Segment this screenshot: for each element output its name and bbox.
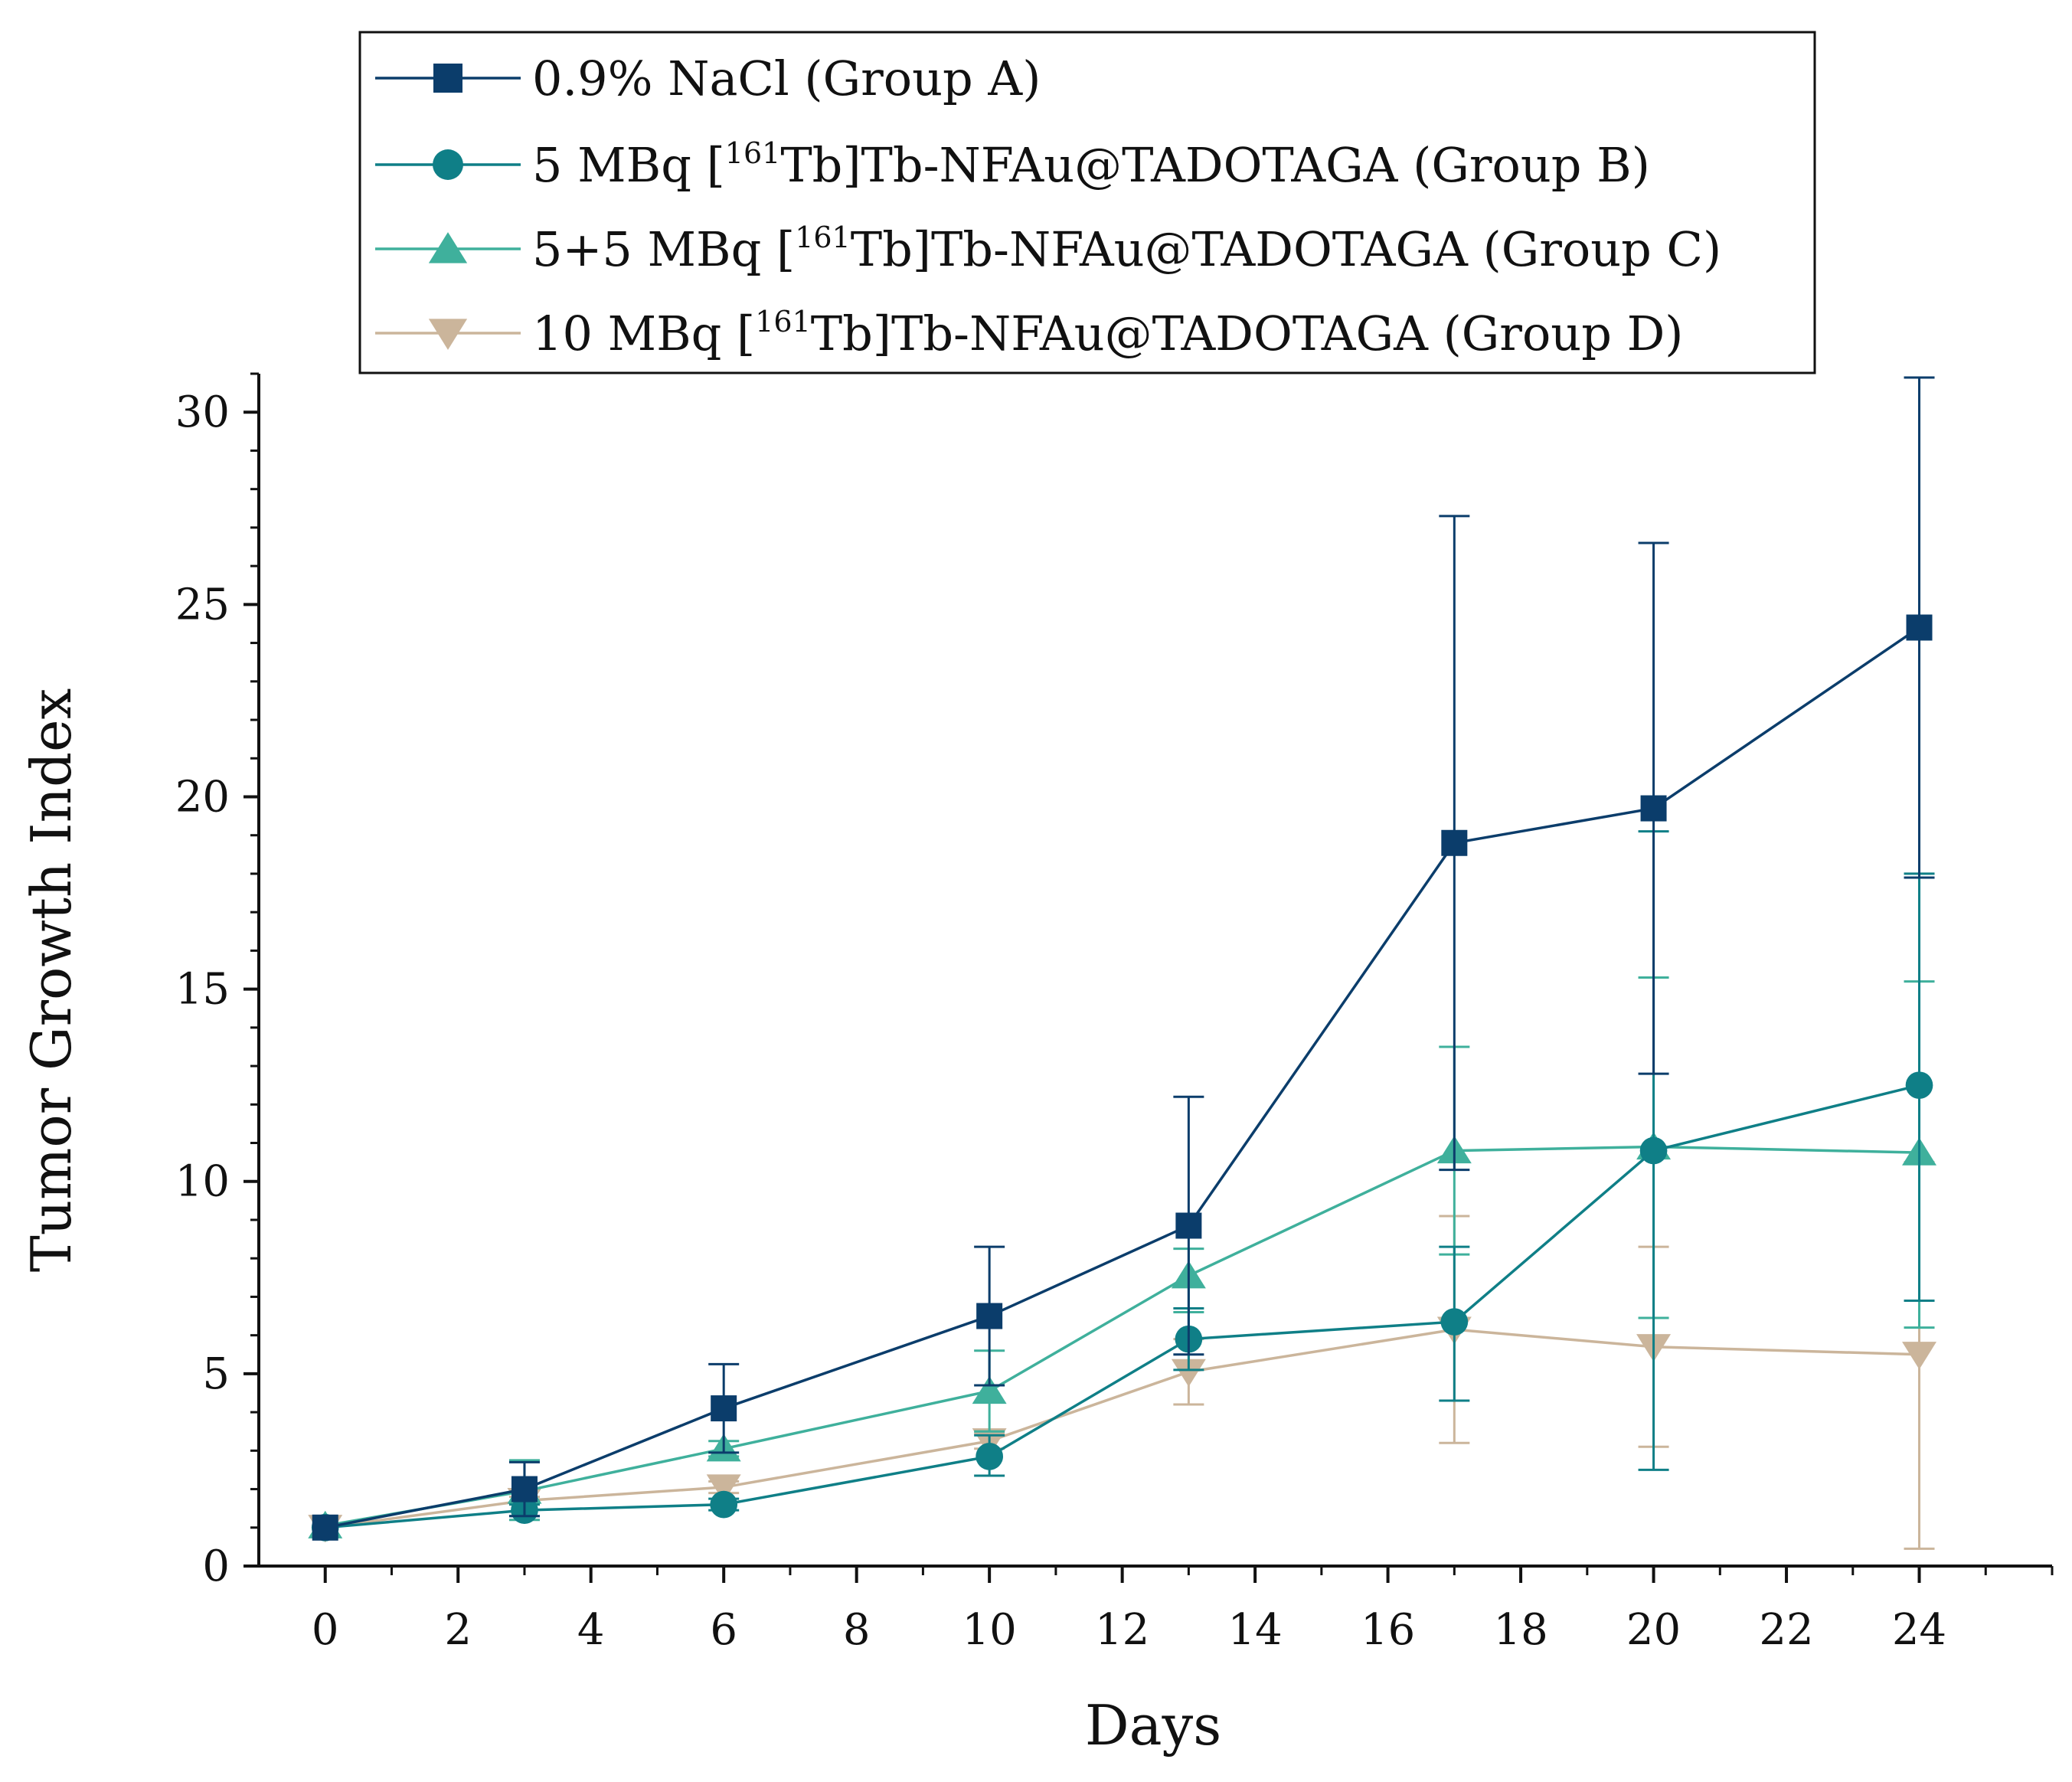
legend: 0.9% NaCl (Group A)5 MBq [161Tb]Tb-NFAu@… <box>375 51 1721 361</box>
legend-marker <box>433 64 462 93</box>
x-tick-label: 20 <box>1626 1605 1681 1655</box>
legend-text-part: Tb]Tb-NFAu@TADOTAGA (Group D) <box>811 306 1684 361</box>
x-ticks: 0 2 4 6 8 10 12 14 16 18 20 22 24 <box>312 1566 2054 1655</box>
x-tick-label: 12 <box>1095 1605 1149 1655</box>
x-tick-label: 2 <box>444 1605 472 1655</box>
legend-label: 10 MBq [161Tb]Tb-NFAu@TADOTAGA (Group D) <box>532 305 1684 361</box>
series-line <box>325 1328 1920 1529</box>
data-point <box>1441 829 1468 856</box>
legend-superscript: 161 <box>795 221 851 254</box>
x-tick-label: 0 <box>312 1605 339 1655</box>
series-line <box>325 626 1920 1529</box>
series-3 <box>308 976 1937 1538</box>
data-point <box>972 1375 1007 1404</box>
series-1 <box>312 376 1935 1541</box>
series-2 <box>311 830 1935 1542</box>
legend-text-part: 5 MBq [ <box>532 137 725 193</box>
legend-text-part: Tb]Tb-NFAu@TADOTAGA (Group C) <box>851 221 1721 277</box>
series-line <box>325 1145 1920 1527</box>
data-point <box>1902 1342 1937 1370</box>
legend-marker <box>428 319 468 350</box>
legend-entry-4: 10 MBq [161Tb]Tb-NFAu@TADOTAGA (Group D) <box>375 305 1684 361</box>
x-axis-title: Days <box>1085 1693 1221 1757</box>
legend-marker <box>428 232 468 263</box>
legend-text-part: Tb]Tb-NFAu@TADOTAGA (Group B) <box>780 137 1650 193</box>
y-axis-title: Tumor Growth Index <box>19 688 83 1273</box>
data-point <box>511 1476 538 1502</box>
data-point <box>976 1303 1003 1329</box>
x-tick-label: 22 <box>1759 1605 1813 1655</box>
data-point <box>1175 1212 1202 1239</box>
data-point <box>1906 614 1933 641</box>
data-point <box>710 1490 738 1519</box>
x-tick-label: 18 <box>1493 1605 1547 1655</box>
legend-label: 5+5 MBq [161Tb]Tb-NFAu@TADOTAGA (Group C… <box>532 221 1721 277</box>
series-4 <box>308 1161 1937 1550</box>
y-tick-label: 15 <box>175 965 230 1015</box>
legend-box <box>358 31 1816 374</box>
data-point <box>1171 1359 1206 1387</box>
data-point <box>706 1474 741 1502</box>
legend-text-part: 0.9% NaCl (Group A) <box>532 51 1041 106</box>
y-tick-label: 30 <box>175 387 230 437</box>
legend-text-part: 10 MBq [ <box>532 306 755 361</box>
x-tick-label: 8 <box>843 1605 871 1655</box>
x-tick-label: 14 <box>1227 1605 1282 1655</box>
data-point <box>976 1443 1003 1470</box>
data-point <box>312 1514 338 1541</box>
legend-entry-3: 5+5 MBq [161Tb]Tb-NFAu@TADOTAGA (Group C… <box>375 221 1721 277</box>
y-tick-label: 5 <box>202 1349 230 1399</box>
series-layer <box>308 376 1937 1550</box>
series-line <box>325 1084 1920 1529</box>
legend-entry-2: 5 MBq [161Tb]Tb-NFAu@TADOTAGA (Group B) <box>375 136 1650 193</box>
y-tick-label: 20 <box>175 772 230 822</box>
y-tick-label: 0 <box>202 1542 230 1591</box>
x-tick-label: 16 <box>1361 1605 1415 1655</box>
y-tick-label: 25 <box>175 580 230 629</box>
data-point <box>1440 1308 1469 1336</box>
x-tick-label: 24 <box>1892 1605 1946 1655</box>
y-ticks: 0 5 10 15 20 25 30 <box>175 372 259 1591</box>
legend-marker <box>433 149 463 180</box>
x-tick-label: 6 <box>710 1605 737 1655</box>
data-point <box>1639 1136 1668 1165</box>
legend-label: 0.9% NaCl (Group A) <box>532 51 1041 106</box>
x-tick-label: 4 <box>577 1605 605 1655</box>
legend-superscript: 161 <box>725 136 781 170</box>
data-point <box>1640 795 1667 822</box>
data-point <box>1905 1071 1933 1100</box>
legend-text-part: 5+5 MBq [ <box>532 221 795 277</box>
data-point <box>711 1395 737 1422</box>
y-tick-label: 10 <box>175 1157 230 1207</box>
legend-superscript: 161 <box>755 305 811 338</box>
x-tick-label: 10 <box>962 1605 1017 1655</box>
legend-label: 5 MBq [161Tb]Tb-NFAu@TADOTAGA (Group B) <box>532 136 1650 193</box>
legend-entry-1: 0.9% NaCl (Group A) <box>375 51 1041 106</box>
